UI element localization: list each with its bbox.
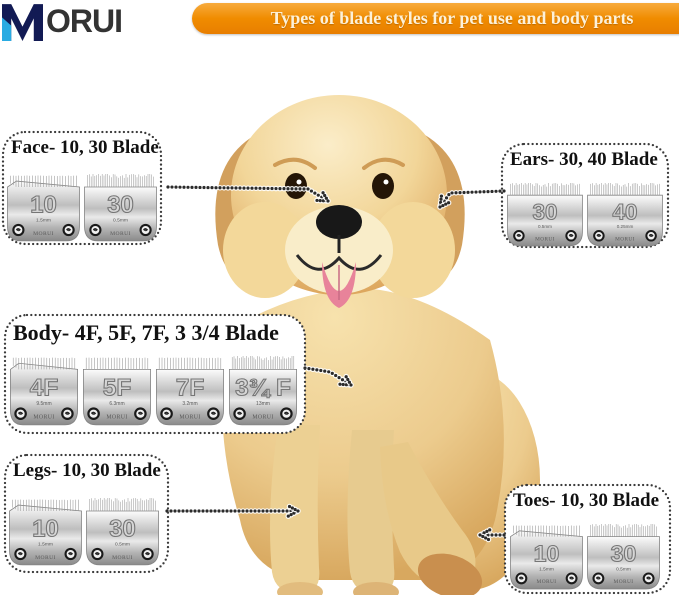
svg-text:MORUI: MORUI — [179, 415, 200, 421]
svg-text:30: 30 — [533, 199, 558, 224]
svg-text:5F: 5F — [103, 375, 132, 402]
svg-text:MORUI: MORUI — [110, 231, 131, 237]
svg-text:MORUI: MORUI — [106, 415, 127, 421]
svg-text:30: 30 — [109, 516, 135, 543]
svg-text:9.5mm: 9.5mm — [36, 401, 51, 407]
svg-text:MORUI: MORUI — [112, 555, 133, 561]
svg-text:6.3mm: 6.3mm — [109, 401, 124, 407]
svg-text:MORUI: MORUI — [33, 231, 54, 237]
svg-text:0.5mm: 0.5mm — [113, 218, 128, 224]
svg-text:1.5mm: 1.5mm — [539, 566, 554, 572]
svg-text:30: 30 — [611, 540, 637, 566]
svg-text:MORUI: MORUI — [615, 236, 635, 242]
svg-text:10: 10 — [30, 192, 56, 219]
svg-text:13mm: 13mm — [256, 401, 270, 407]
svg-text:3¾ F: 3¾ F — [235, 375, 291, 402]
svg-text:MORUI: MORUI — [537, 579, 557, 585]
svg-text:4F: 4F — [30, 375, 59, 402]
svg-text:7F: 7F — [176, 375, 205, 402]
svg-text:10: 10 — [534, 540, 560, 566]
svg-text:40: 40 — [613, 199, 638, 224]
svg-text:0.5mm: 0.5mm — [538, 224, 552, 229]
svg-text:10: 10 — [32, 516, 58, 543]
svg-text:1.5mm: 1.5mm — [38, 542, 53, 548]
svg-text:MORUI: MORUI — [35, 555, 56, 561]
svg-text:30: 30 — [107, 192, 133, 219]
svg-text:0.5mm: 0.5mm — [616, 566, 631, 572]
svg-text:MORUI: MORUI — [614, 579, 634, 585]
svg-text:0.25mm: 0.25mm — [617, 224, 634, 229]
svg-text:MORUI: MORUI — [252, 415, 273, 421]
svg-text:1.5mm: 1.5mm — [36, 218, 51, 224]
svg-text:MORUI: MORUI — [535, 236, 555, 242]
svg-text:0.5mm: 0.5mm — [115, 542, 130, 548]
svg-text:MORUI: MORUI — [33, 415, 54, 421]
svg-text:3.2mm: 3.2mm — [182, 401, 197, 407]
